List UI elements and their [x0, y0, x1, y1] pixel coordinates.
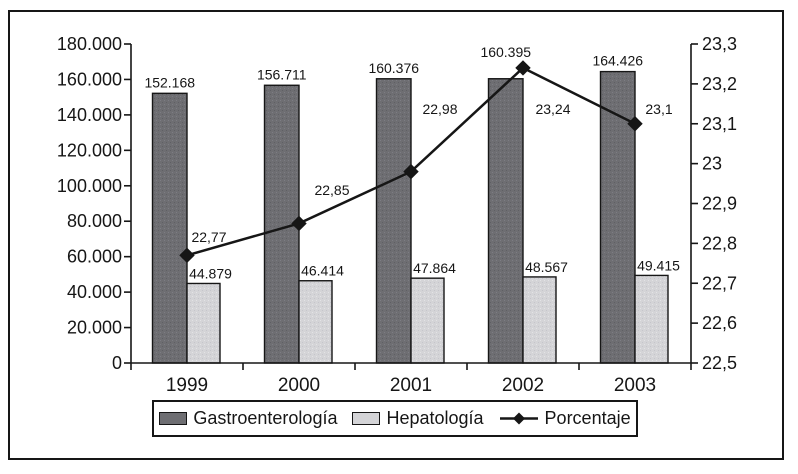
bar-gastroenterologia-2002: [487, 78, 524, 364]
porcentaje-value-label-2002: 23,24: [535, 101, 570, 117]
porcentaje-value-label-1999: 22,77: [191, 229, 226, 245]
porcentaje-value-label-2000: 22,85: [314, 182, 349, 198]
right-axis-tick-label: 23: [702, 154, 722, 174]
right-axis-tick-label: 22,5: [702, 353, 737, 373]
left-axis-tick-label: 80.000: [67, 211, 122, 231]
left-axis-tick-label: 120.000: [57, 140, 122, 160]
porcentaje-value-label-2003: 23,1: [645, 101, 672, 117]
bar-gastroenterologia-2001: [375, 78, 412, 364]
right-axis-tick-label: 22,6: [702, 313, 737, 333]
right-axis-tick-label: 23,3: [702, 34, 737, 54]
legend-label-gastroenterologia: Gastroenterología: [193, 408, 338, 428]
gastroenterologia-value-label-2000: 156.711: [257, 66, 307, 82]
left-axis-tick-label: 160.000: [57, 69, 122, 89]
gastroenterologia-value-label-2002: 160.395: [480, 44, 531, 60]
left-axis-tick-label: 180.000: [57, 34, 122, 54]
left-axis-tick-label: 40.000: [67, 282, 122, 302]
hepatologia-value-label-2003: 49.415: [637, 257, 680, 273]
gastroenterologia-value-label-2003: 164.426: [592, 53, 643, 69]
left-axis-tick-label: 100.000: [57, 176, 122, 196]
right-axis-tick-label: 22,9: [702, 194, 737, 214]
right-axis-tick-label: 23,1: [702, 114, 737, 134]
line-diamond-marker-icon: [499, 412, 538, 425]
hepatologia-value-label-2000: 46.414: [301, 263, 344, 279]
gastroenterologia-swatch-icon: [159, 412, 188, 425]
x-axis-label-2000: 2000: [278, 375, 320, 396]
legend-item-porcentaje: Porcentaje: [499, 408, 631, 429]
left-axis-tick-label: 20.000: [67, 318, 122, 338]
porcentaje-marker-2000: [291, 215, 307, 232]
right-axis-tick-label: 23,2: [702, 74, 737, 94]
hepatologia-value-label-2002: 48.567: [525, 259, 568, 275]
porcentaje-marker-2003: [627, 116, 643, 132]
right-axis-tick-label: 22,8: [702, 233, 737, 253]
legend-label-hepatologia: Hepatología: [386, 408, 484, 428]
right-axis-tick-label: 22,7: [702, 273, 737, 293]
left-axis-tick-label: 0: [112, 353, 122, 373]
bar-hepatologia-2001: [410, 277, 445, 364]
hepatologia-value-label-1999: 44.879: [189, 265, 232, 281]
bar-gastroenterologia-1999: [151, 92, 188, 364]
x-axis-label-2002: 2002: [502, 375, 544, 396]
gastroenterologia-value-label-2001: 160.376: [368, 60, 419, 76]
bar-hepatologia-2000: [298, 280, 333, 364]
left-axis-tick-label: 60.000: [67, 247, 122, 267]
bar-hepatologia-2003: [634, 274, 669, 364]
hepatologia-swatch-icon: [352, 412, 381, 425]
chart-legend: Gastroenterología Hepatología Porcentaje: [152, 400, 638, 437]
legend-item-hepatologia: Hepatología: [352, 408, 484, 429]
gastroenterologia-value-label-1999: 152.168: [144, 74, 195, 90]
porcentaje-marker-2002: [515, 60, 531, 76]
porcentaje-marker-2001: [403, 163, 419, 180]
porcentaje-value-label-2001: 22,98: [422, 101, 457, 117]
legend-item-gastroenterologia: Gastroenterología: [159, 408, 337, 429]
x-axis-label-2001: 2001: [390, 375, 432, 396]
bar-hepatologia-1999: [186, 282, 221, 364]
x-axis-label-1999: 1999: [166, 375, 208, 396]
legend-label-porcentaje: Porcentaje: [544, 408, 631, 428]
porcentaje-marker-1999: [179, 247, 195, 264]
hepatologia-value-label-2001: 47.864: [413, 260, 456, 276]
left-axis-tick-label: 140.000: [57, 105, 122, 125]
bar-hepatologia-2002: [522, 276, 557, 364]
x-axis-label-2003: 2003: [614, 375, 656, 396]
